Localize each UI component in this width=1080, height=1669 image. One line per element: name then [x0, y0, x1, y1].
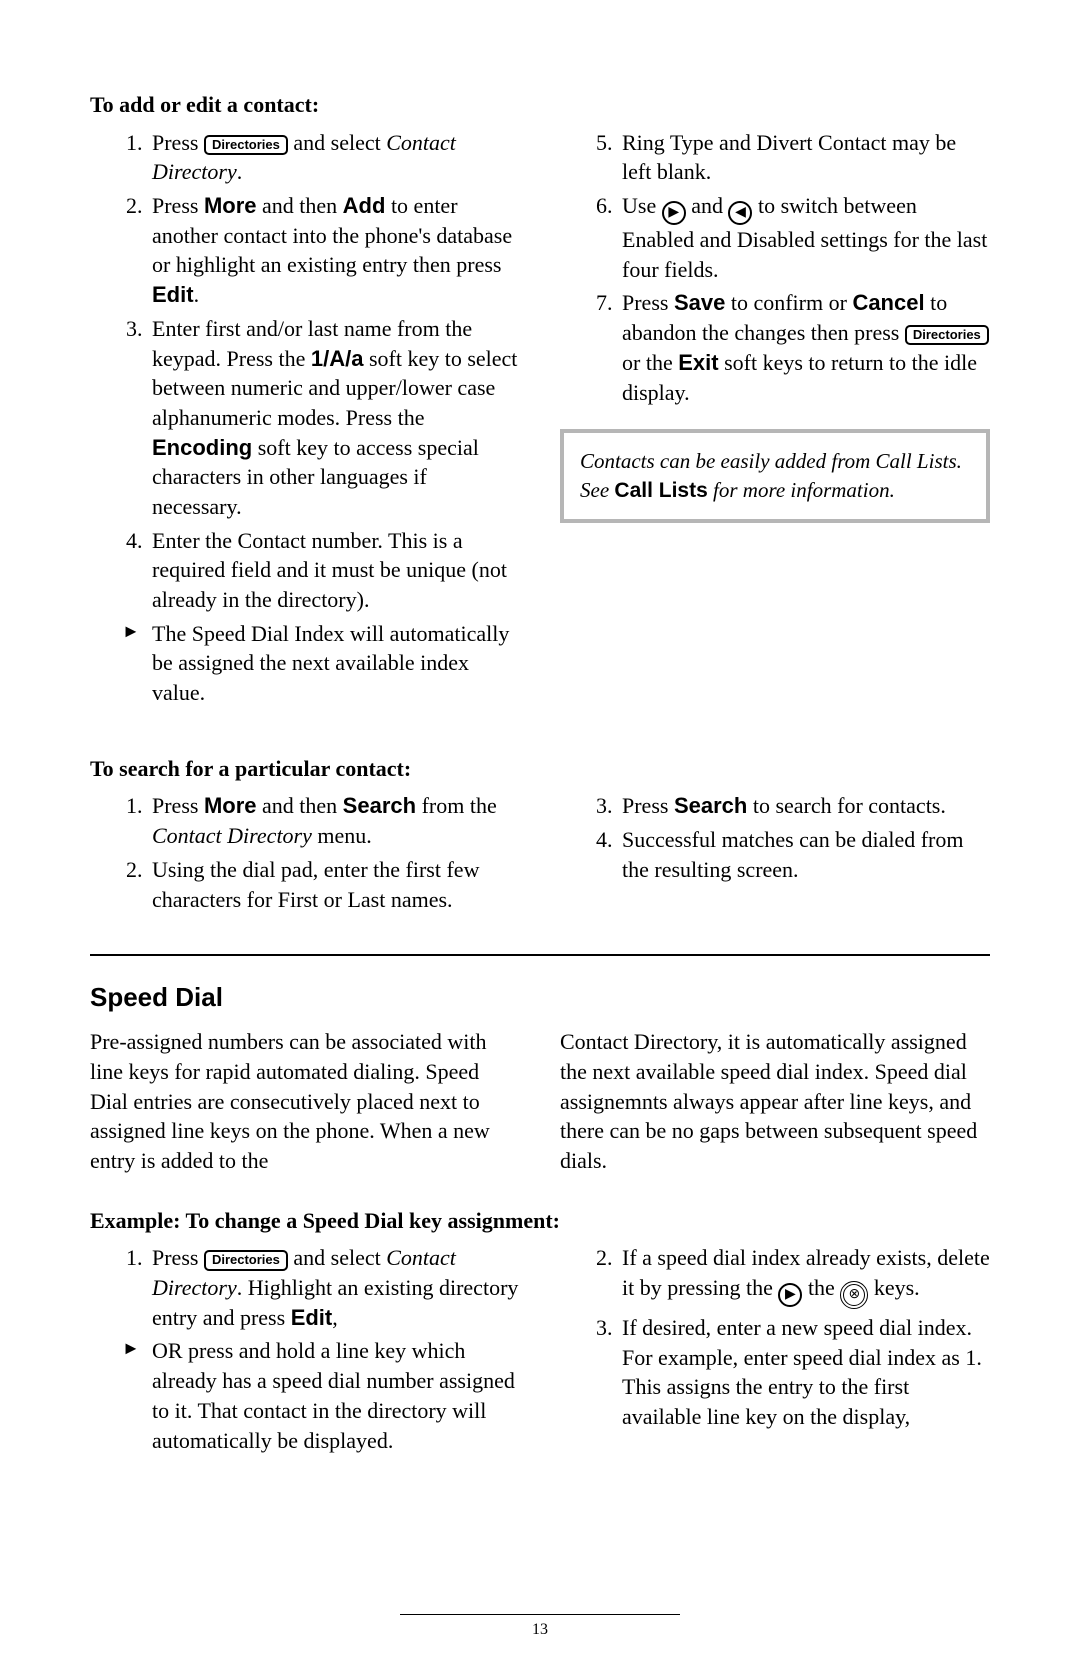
speed-dial-intro-columns: Pre-assigned numbers can be associated w… [90, 1027, 990, 1185]
text-bold: More [204, 193, 257, 218]
list-item: If desired, enter a new speed dial index… [618, 1313, 990, 1432]
search-list-right: Press Search to search for contacts. Suc… [560, 791, 990, 884]
text: Press [622, 290, 674, 315]
text-bold: 1/A/a [311, 346, 364, 371]
text-bold: Cancel [852, 290, 924, 315]
text: and [686, 193, 729, 218]
text-bold: Encoding [152, 435, 252, 460]
search-list-left: Press More and then Search from the Cont… [90, 791, 520, 914]
list-item: If a speed dial index already exists, de… [618, 1243, 990, 1309]
text: to confirm or [725, 290, 852, 315]
list-item: Enter the Contact number. This is a requ… [148, 526, 520, 615]
section-heading-search: To search for a particular contact: [90, 754, 990, 784]
text: . [194, 282, 200, 307]
text-bold: Save [674, 290, 725, 315]
paragraph: Contact Directory, it is automatically a… [560, 1027, 990, 1175]
text: for more information. [708, 478, 895, 502]
directories-key-icon: Directories [905, 325, 989, 345]
section-heading-example: Example: To change a Speed Dial key assi… [90, 1206, 990, 1236]
list-item-arrow: OR press and hold a line key which alrea… [148, 1336, 520, 1455]
list-item: Press Save to confirm or Cancel to aband… [618, 288, 990, 407]
text: . [237, 159, 243, 184]
add-edit-list-left: Press Directories and select Contact Dir… [90, 128, 520, 708]
list-item: Using the dial pad, enter the first few … [148, 855, 520, 914]
section-divider [90, 954, 990, 956]
example-list-left: Press Directories and select Contact Dir… [90, 1243, 520, 1455]
section-heading-add-edit: To add or edit a contact: [90, 90, 990, 120]
list-item: Ring Type and Divert Contact may be left… [618, 128, 990, 187]
list-item: Press Directories and select Contact Dir… [148, 1243, 520, 1332]
document-page: To add or edit a contact: Press Director… [0, 0, 1080, 1669]
list-item: Press Directories and select Contact Dir… [148, 128, 520, 187]
list-item: Enter first and/or last name from the ke… [148, 314, 520, 522]
text: keys. [868, 1275, 919, 1300]
add-edit-right-col: Ring Type and Divert Contact may be left… [560, 128, 990, 718]
speed-dial-intro-left: Pre-assigned numbers can be associated w… [90, 1027, 520, 1185]
text-bold: Search [343, 793, 416, 818]
text-bold: Add [343, 193, 386, 218]
info-note: Contacts can be easily added from Call L… [560, 429, 990, 523]
scroll-left-icon: ◀ [728, 201, 752, 225]
text: and select [288, 130, 386, 155]
list-item: Press More and then Add to enter another… [148, 191, 520, 310]
delete-icon: ⊗ [840, 1281, 868, 1309]
heading-speed-dial: Speed Dial [90, 980, 990, 1015]
text-bold: Edit [291, 1305, 333, 1330]
directories-key-icon: Directories [204, 135, 288, 155]
scroll-right-icon: ▶ [778, 1283, 802, 1307]
speed-dial-intro-right: Contact Directory, it is automatically a… [560, 1027, 990, 1185]
list-item: Press More and then Search from the Cont… [148, 791, 520, 850]
text: Press [152, 1245, 204, 1270]
example-left-col: Press Directories and select Contact Dir… [90, 1243, 520, 1465]
scroll-right-icon: ▶ [662, 201, 686, 225]
list-item: Use ▶ and ◀ to switch between Enabled an… [618, 191, 990, 284]
text: and then [257, 193, 343, 218]
text: , [332, 1305, 338, 1330]
list-item-arrow: The Speed Dial Index will automatically … [148, 619, 520, 708]
text-bold: Search [674, 793, 747, 818]
list-item: Press Search to search for contacts. [618, 791, 990, 821]
example-right-col: If a speed dial index already exists, de… [560, 1243, 990, 1465]
text: and select [288, 1245, 386, 1270]
text-bold: More [204, 793, 257, 818]
text: the [802, 1275, 840, 1300]
text: from the [416, 793, 497, 818]
text: Press [152, 193, 204, 218]
text: menu. [312, 823, 372, 848]
page-number: 13 [0, 1619, 1080, 1641]
search-right-col: Press Search to search for contacts. Suc… [560, 791, 990, 924]
text: Press [152, 793, 204, 818]
text-bold: Call Lists [614, 479, 707, 502]
search-columns: Press More and then Search from the Cont… [90, 791, 990, 924]
text: and then [257, 793, 343, 818]
text: Press [152, 130, 204, 155]
text-bold: Exit [678, 350, 718, 375]
text: to search for contacts. [747, 793, 946, 818]
example-list-right: If a speed dial index already exists, de… [560, 1243, 990, 1431]
footer-rule [400, 1614, 680, 1615]
text: Press [622, 793, 674, 818]
text-bold: Edit [152, 282, 194, 307]
text: or the [622, 350, 678, 375]
add-edit-columns: Press Directories and select Contact Dir… [90, 128, 990, 718]
page-footer: 13 [0, 1614, 1080, 1641]
paragraph: Pre-assigned numbers can be associated w… [90, 1027, 520, 1175]
directories-key-icon: Directories [204, 1250, 288, 1270]
add-edit-left-col: Press Directories and select Contact Dir… [90, 128, 520, 718]
add-edit-list-right: Ring Type and Divert Contact may be left… [560, 128, 990, 408]
example-columns: Press Directories and select Contact Dir… [90, 1243, 990, 1465]
text-italic: Contact Directory [152, 823, 312, 848]
text: Use [622, 193, 662, 218]
search-left-col: Press More and then Search from the Cont… [90, 791, 520, 924]
list-item: Successful matches can be dialed from th… [618, 825, 990, 884]
